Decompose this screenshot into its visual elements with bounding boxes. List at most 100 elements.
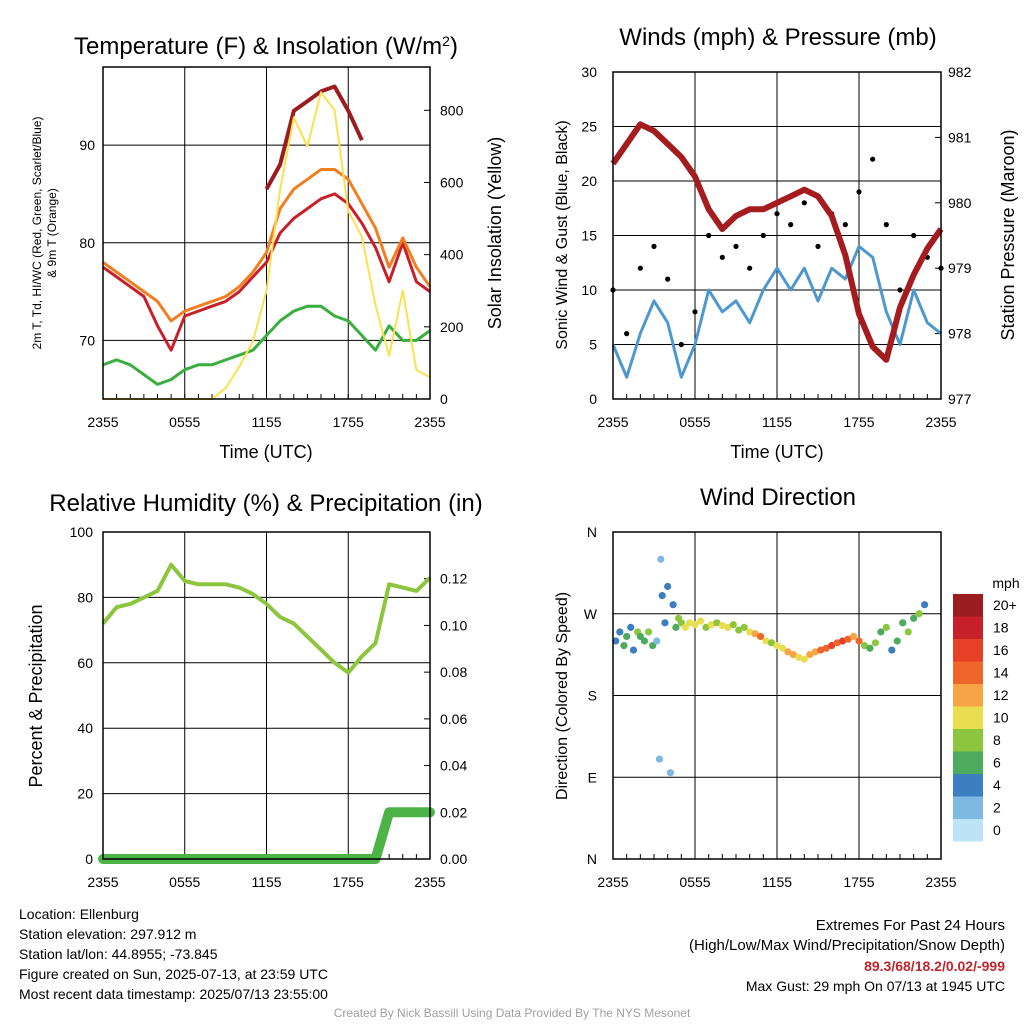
humidity-title: Relative Humidity (%) & Precipitation (i…	[49, 490, 482, 517]
gust-point	[678, 341, 684, 348]
winds-x-tick-label: 0555	[679, 414, 710, 430]
station-location: Location: Ellenburg	[19, 906, 139, 922]
legend-swatch	[953, 661, 983, 684]
winds-y-tick-label: 5	[589, 337, 597, 353]
direction-x-tick-label: 0555	[679, 874, 710, 890]
legend-label: 20+	[993, 597, 1017, 613]
temperature-y-label-left-1: 2m T, Td, HI/WC (Red, Green, Scarlet/Blu…	[30, 117, 44, 350]
direction-y-tick-label: N	[587, 851, 597, 867]
temperature-plot-frame	[102, 66, 431, 400]
series-line-station-pressure	[610, 121, 944, 363]
direction-y-tick-label: S	[588, 688, 597, 704]
legend-label: 6	[993, 755, 1001, 771]
winds-y-tick-label: 10	[581, 282, 597, 298]
legend-swatch	[953, 706, 983, 729]
humidity-x-tick-label: 2355	[87, 874, 118, 890]
gust-point	[760, 232, 766, 239]
precip-y-tick-label: 0.06	[440, 711, 467, 727]
direction-point	[657, 555, 665, 563]
direction-point	[707, 621, 716, 629]
wind-legend-title: mph	[992, 575, 1019, 591]
winds-y-label-left: Sonic Wind & Gust (Blue, Black)	[554, 120, 571, 349]
direction-point	[672, 623, 680, 631]
gust-point	[788, 222, 794, 228]
extremes-values: 89.3/68/18.2/0.02/-999	[864, 958, 1005, 974]
winds-title: Winds (mph) & Pressure (mb)	[619, 24, 936, 51]
humidity-plot-frame	[102, 531, 431, 860]
gust-point	[747, 265, 753, 271]
gust-point	[719, 254, 725, 260]
humidity-y-tick-label: 20	[77, 786, 93, 802]
legend-label: 2	[993, 800, 1001, 816]
direction-point	[664, 582, 672, 591]
humidity-x-tick-label: 2355	[414, 874, 445, 890]
direction-point	[751, 630, 759, 638]
credit-line: Created By Nick Bassill Using Data Provi…	[333, 1006, 691, 1020]
direction-point	[620, 641, 628, 650]
direction-point	[915, 610, 923, 618]
extremes-info: Extremes For Past 24 Hours (High/Low/Max…	[689, 916, 1005, 996]
direction-point	[855, 637, 863, 645]
direction-point	[893, 637, 901, 645]
direction-point	[685, 619, 694, 627]
gust-point	[883, 222, 889, 228]
humidity-y-label: Percent & Precipitation	[26, 604, 46, 787]
direction-point	[713, 619, 721, 627]
temperature-x-tick-label: 2355	[414, 414, 445, 430]
winds-x-label: Time (UTC)	[730, 442, 823, 462]
winds-y-tick-label: 30	[581, 64, 597, 80]
most-recent-timestamp: Most recent data timestamp: 2025/07/13 2…	[19, 986, 328, 1002]
humidity-panel: Relative Humidity (%) & Precipitation (i…	[26, 490, 483, 890]
temperature-x-tick-label: 1755	[333, 414, 364, 430]
direction-y-tick-label: E	[588, 769, 597, 785]
direction-point	[866, 644, 874, 652]
direction-point	[882, 623, 890, 631]
legend-label: 8	[993, 732, 1001, 748]
gust-point	[801, 200, 807, 206]
gust-point	[624, 331, 630, 337]
direction-point	[623, 632, 631, 641]
legend-swatch	[953, 774, 983, 797]
pressure-y-tick-label: 977	[948, 391, 972, 407]
direction-point	[612, 637, 620, 645]
temperature-y-tick-label: 80	[79, 235, 95, 251]
direction-point	[666, 769, 675, 777]
humidity-x-tick-label: 1155	[251, 874, 281, 890]
direction-point	[718, 621, 726, 630]
legend-label: 16	[993, 642, 1009, 658]
winds-x-tick-label: 2355	[925, 414, 956, 430]
gust-point	[856, 189, 862, 195]
legend-swatch	[953, 751, 983, 774]
series-line-dew-point	[102, 304, 431, 386]
direction-point	[849, 632, 858, 641]
station-latlon: Station lat/lon: 44.8955; -73.845	[19, 946, 218, 962]
legend-swatch	[953, 796, 983, 819]
direction-point	[904, 628, 912, 636]
direction-point	[669, 601, 677, 609]
direction-point	[860, 641, 869, 650]
direction-point	[899, 619, 907, 627]
legend-swatch	[953, 616, 983, 639]
pressure-y-tick-label: 981	[948, 129, 972, 145]
gust-point	[774, 211, 780, 217]
temperature-y-label-left-2: & 9m T (Orange)	[45, 188, 59, 278]
gust-point	[665, 276, 671, 282]
direction-point	[844, 635, 852, 643]
temperature-panel: Temperature (F) & Insolation (W/m2) 70 80…	[30, 33, 505, 462]
wind-direction-plot-frame	[612, 531, 942, 860]
direction-point	[757, 632, 765, 641]
series-line-sonic-wind	[611, 244, 942, 379]
pressure-y-tick-label: 982	[948, 64, 972, 80]
direction-point	[691, 621, 699, 629]
gust-point	[870, 156, 876, 162]
direction-point	[822, 644, 830, 652]
legend-swatch	[953, 684, 983, 707]
direction-point	[616, 628, 624, 636]
direction-point	[696, 617, 705, 625]
gust-point	[651, 243, 657, 249]
direction-point	[778, 644, 787, 652]
direction-point	[653, 637, 661, 645]
direction-point	[655, 755, 664, 763]
series-line-relative-humidity	[101, 562, 432, 675]
